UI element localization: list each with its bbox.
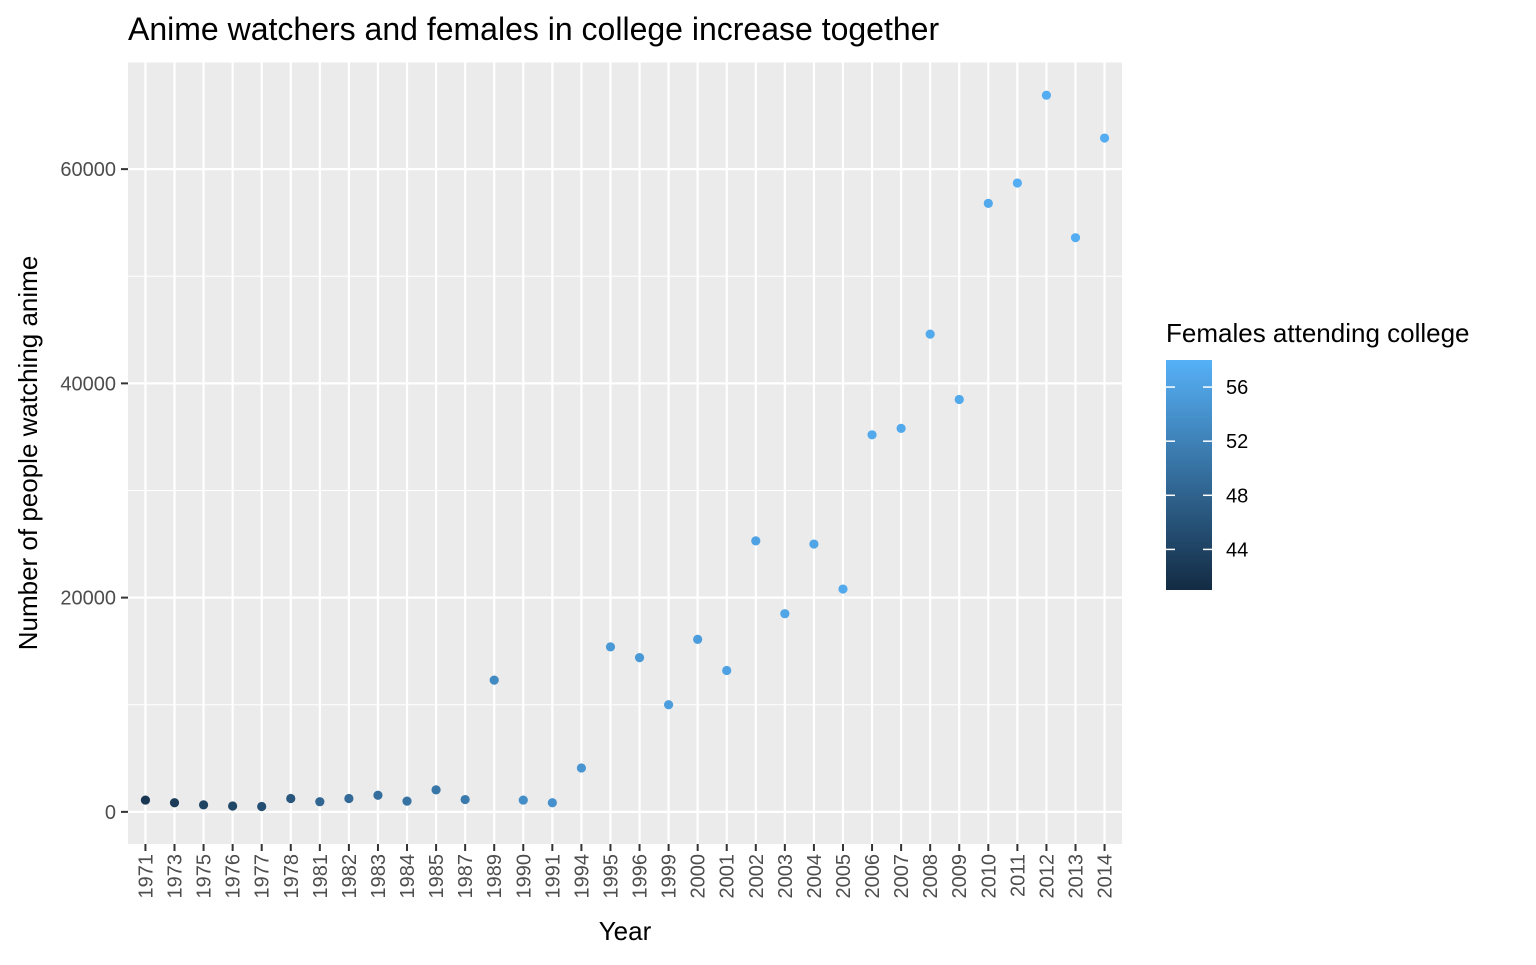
x-axis-title: Year	[599, 916, 652, 946]
chart-title: Anime watchers and females in college in…	[128, 11, 939, 47]
data-point-1973	[169, 798, 180, 808]
y-axis: 0 20000 40000 60000	[60, 159, 128, 824]
data-point-1984	[402, 796, 412, 806]
x-tick-label-2010: 2010	[978, 854, 1000, 899]
y-axis-title: Number of people watching anime	[13, 256, 43, 651]
grid-lines	[128, 61, 1122, 844]
x-tick-label-1971: 1971	[135, 854, 157, 899]
data-point-1987	[460, 794, 470, 805]
x-tick-label-2000: 2000	[688, 854, 710, 899]
x-tick-label-1985: 1985	[426, 854, 448, 899]
x-tick-label-1987: 1987	[455, 854, 477, 899]
x-tick-label-1975: 1975	[194, 854, 216, 899]
data-point-2010	[983, 198, 993, 209]
data-point-1985	[431, 785, 441, 795]
data-point-1999	[663, 700, 674, 710]
legend-tick-label: 52	[1226, 431, 1248, 453]
x-tick-label-2005: 2005	[833, 854, 855, 899]
data-point-1989	[489, 675, 499, 685]
x-tick-label-1995: 1995	[600, 854, 622, 899]
x-tick-label-1984: 1984	[397, 854, 419, 899]
x-tick-label-1989: 1989	[484, 854, 506, 899]
x-tick-label-2011: 2011	[1007, 854, 1029, 897]
data-point-2002	[751, 536, 761, 546]
x-tick-label-2003: 2003	[775, 854, 797, 899]
x-tick-label-1996: 1996	[630, 854, 652, 899]
data-point-2004	[809, 539, 819, 549]
x-axis: 1971 1973 1975 1976 1977 1978 1981 1982 1983 1984…	[135, 844, 1117, 899]
data-point-2011	[1012, 178, 1022, 188]
legend-ticks: 44 48 52 56	[1166, 377, 1248, 561]
data-point-1995	[605, 642, 616, 652]
data-point-2012	[1041, 90, 1052, 100]
data-point-1976	[228, 801, 238, 811]
x-tick-label-1991: 1991	[542, 854, 564, 899]
x-tick-label-1990: 1990	[513, 854, 535, 899]
data-point-2001	[722, 665, 732, 676]
data-point-2013	[1070, 233, 1081, 243]
plot-panel	[128, 62, 1122, 844]
data-point-1991	[547, 798, 557, 808]
data-point-2014	[1099, 133, 1110, 143]
data-point-1996	[634, 653, 645, 663]
data-point-2008	[925, 329, 935, 339]
x-tick-label-1977: 1977	[252, 854, 274, 899]
data-point-2000	[693, 634, 703, 644]
data-point-1981	[315, 797, 325, 807]
y-tick-label: 40000	[60, 373, 116, 395]
data-point-1990	[518, 795, 528, 805]
x-tick-label-2001: 2001	[717, 854, 739, 899]
data-points	[140, 90, 1110, 812]
data-point-2006	[867, 430, 877, 440]
legend-tick-label: 48	[1226, 485, 1248, 507]
legend-colorbar	[1166, 360, 1212, 590]
data-point-1977	[257, 801, 267, 812]
data-point-2005	[838, 584, 848, 594]
x-tick-label-2008: 2008	[920, 854, 942, 899]
data-point-2003	[780, 609, 790, 619]
x-tick-label-1982: 1982	[339, 854, 361, 899]
data-point-1975	[198, 800, 209, 810]
x-tick-label-2014: 2014	[1095, 854, 1117, 899]
y-tick-label: 60000	[60, 159, 116, 181]
x-tick-label-2002: 2002	[746, 854, 768, 899]
data-point-1983	[373, 790, 383, 800]
legend-title: Females attending college	[1166, 318, 1470, 348]
data-point-1994	[576, 763, 587, 773]
y-tick-label: 0	[105, 802, 116, 824]
x-tick-label-1994: 1994	[571, 854, 593, 899]
x-tick-label-1983: 1983	[368, 854, 390, 899]
x-tick-label-2006: 2006	[862, 854, 884, 899]
x-tick-label-2007: 2007	[891, 854, 913, 899]
x-tick-label-1973: 1973	[165, 854, 187, 899]
x-tick-label-2012: 2012	[1036, 854, 1058, 899]
data-point-1971	[140, 795, 151, 805]
x-tick-label-2013: 2013	[1065, 854, 1087, 899]
x-tick-label-1981: 1981	[310, 854, 332, 899]
x-tick-label-2004: 2004	[804, 854, 826, 899]
y-tick-label: 20000	[60, 588, 116, 610]
color-legend: Females attending college 44 48 52 56	[1166, 318, 1470, 590]
legend-tick-label: 44	[1226, 539, 1248, 561]
x-tick-label-1978: 1978	[281, 854, 303, 899]
data-point-1978	[286, 793, 296, 804]
x-tick-label-1976: 1976	[223, 854, 245, 899]
x-tick-label-1999: 1999	[659, 854, 681, 899]
data-point-2007	[896, 423, 906, 433]
data-point-2009	[954, 394, 964, 405]
data-point-1982	[344, 793, 354, 804]
legend-tick-label: 56	[1226, 377, 1248, 399]
x-tick-label-2009: 2009	[949, 854, 971, 899]
